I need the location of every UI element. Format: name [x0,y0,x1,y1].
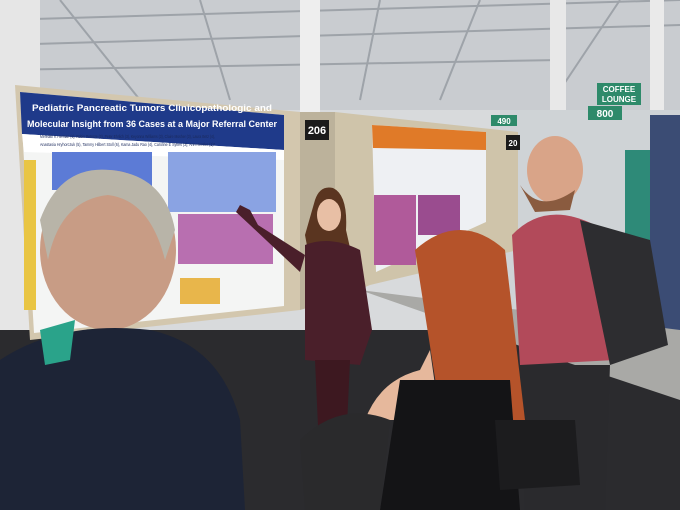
column [650,0,664,120]
column [300,0,320,115]
poster-title: Pediatric Pancreatic Tumors Clinicopatho… [32,103,272,113]
poster-figure [180,278,220,304]
poster-title: Molecular Insight from 36 Cases at a Maj… [27,119,277,129]
number-sign-text: 800 [597,109,614,120]
booth-sign [506,135,520,150]
number-sign [588,106,622,120]
man-left [0,169,245,510]
poster-images [178,214,273,264]
ceiling-trusses [0,0,680,101]
column [550,0,566,130]
poster-authors: Anastasia Hryhorczuk (5), Tammy Hilbert … [40,142,215,147]
lounge-sign-text: COFFEE [603,85,636,94]
woman-front [300,230,580,510]
booth-number: 20 [509,139,518,148]
booth-sign [305,120,329,140]
lounge-sign [597,83,641,105]
aisle-sign [491,115,517,126]
poster-authors: Meredith K Herman (1), Robin Petroze (2)… [40,134,215,139]
booth-number: 206 [308,125,326,137]
poster-stripe [24,160,36,310]
poster-header [20,92,284,150]
poster-images [374,195,416,265]
poster-images [418,195,460,235]
ceiling [0,0,680,110]
aisle-sign-text: 490 [497,117,511,126]
poster-table [168,152,276,212]
poster-header [372,125,486,150]
lounge-sign-text: LOUNGE [602,95,637,104]
